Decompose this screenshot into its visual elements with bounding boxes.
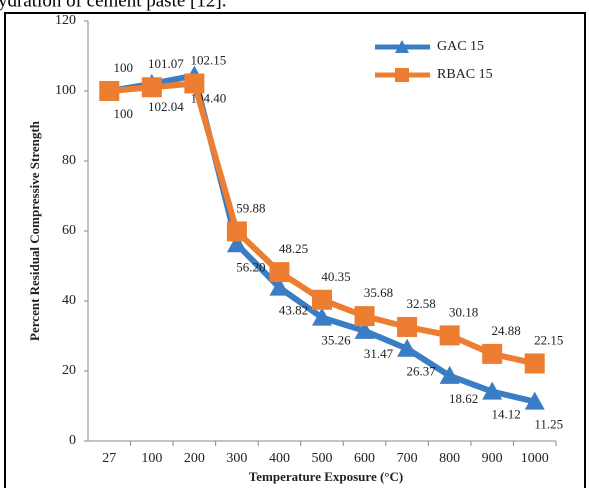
x-tick-label: 1000 <box>521 451 549 466</box>
legend-marker <box>395 40 409 53</box>
y-tick-label: 20 <box>62 363 76 378</box>
data-label: 56.20 <box>236 259 265 274</box>
data-point <box>439 365 460 384</box>
caption: ydration of cement paste [12]. <box>0 0 226 11</box>
x-tick-label: 300 <box>226 451 247 466</box>
y-tick-label: 40 <box>62 293 76 308</box>
y-tick-label: 120 <box>55 13 76 28</box>
data-point <box>439 325 460 346</box>
data-label: 24.88 <box>492 323 521 338</box>
data-label: 30.18 <box>449 304 478 319</box>
frame <box>4 12 586 488</box>
data-point <box>482 381 503 400</box>
data-point <box>226 234 247 253</box>
legend-label: RBAC 15 <box>437 67 493 82</box>
data-label: 59.88 <box>236 200 265 215</box>
y-tick-label: 0 <box>69 433 76 448</box>
series-line <box>108 72 536 405</box>
data-point <box>184 73 205 94</box>
data-label: 35.68 <box>364 285 393 300</box>
y-tick-label: 80 <box>62 153 76 168</box>
x-tick-label: 800 <box>439 451 460 466</box>
data-point <box>226 221 247 242</box>
x-tick-label: 500 <box>312 451 333 466</box>
data-label: 32.58 <box>406 296 435 311</box>
x-axis-title: Temperature Exposure (°C) <box>249 469 403 484</box>
x-tick-label: 700 <box>397 451 418 466</box>
y-tick-label: 60 <box>62 223 76 238</box>
data-point <box>269 262 290 283</box>
data-label: 31.47 <box>364 346 394 361</box>
data-label: 100 <box>114 60 134 75</box>
data-point <box>524 353 545 374</box>
y-tick-label: 100 <box>55 83 76 98</box>
data-label: 102.15 <box>190 52 226 67</box>
legend-marker <box>395 68 409 82</box>
legend-label: GAC 15 <box>437 39 484 54</box>
data-point <box>354 320 375 339</box>
data-point <box>269 277 290 296</box>
data-point <box>312 289 332 310</box>
x-tick-label: 200 <box>184 451 205 466</box>
data-label: 48.25 <box>279 241 308 256</box>
data-label: 11.25 <box>534 417 563 432</box>
y-axis-title: Percent Residual Compressive Strength <box>27 120 42 341</box>
x-tick-label: 600 <box>354 451 375 466</box>
data-label: 35.26 <box>321 333 351 348</box>
data-label: 40.35 <box>321 269 350 284</box>
x-tick-label: 100 <box>141 451 162 466</box>
data-label: 100 <box>114 106 134 121</box>
data-label: 14.12 <box>492 407 521 422</box>
data-point <box>397 316 418 337</box>
x-tick-label: 400 <box>269 451 290 466</box>
x-tick-label: 27 <box>102 451 116 466</box>
data-label: 18.62 <box>449 391 478 406</box>
data-point <box>312 307 332 326</box>
data-label: 43.82 <box>279 303 308 318</box>
data-label: 102.04 <box>148 99 184 114</box>
data-label: 101.07 <box>148 56 184 71</box>
data-point <box>397 338 418 357</box>
data-label: 22.15 <box>534 332 563 347</box>
x-tick-label: 900 <box>482 451 503 466</box>
data-point <box>99 81 120 101</box>
data-label: 26.37 <box>406 364 436 379</box>
data-point <box>141 77 162 98</box>
data-point <box>482 343 503 364</box>
data-point <box>524 391 545 410</box>
data-point <box>354 306 375 327</box>
